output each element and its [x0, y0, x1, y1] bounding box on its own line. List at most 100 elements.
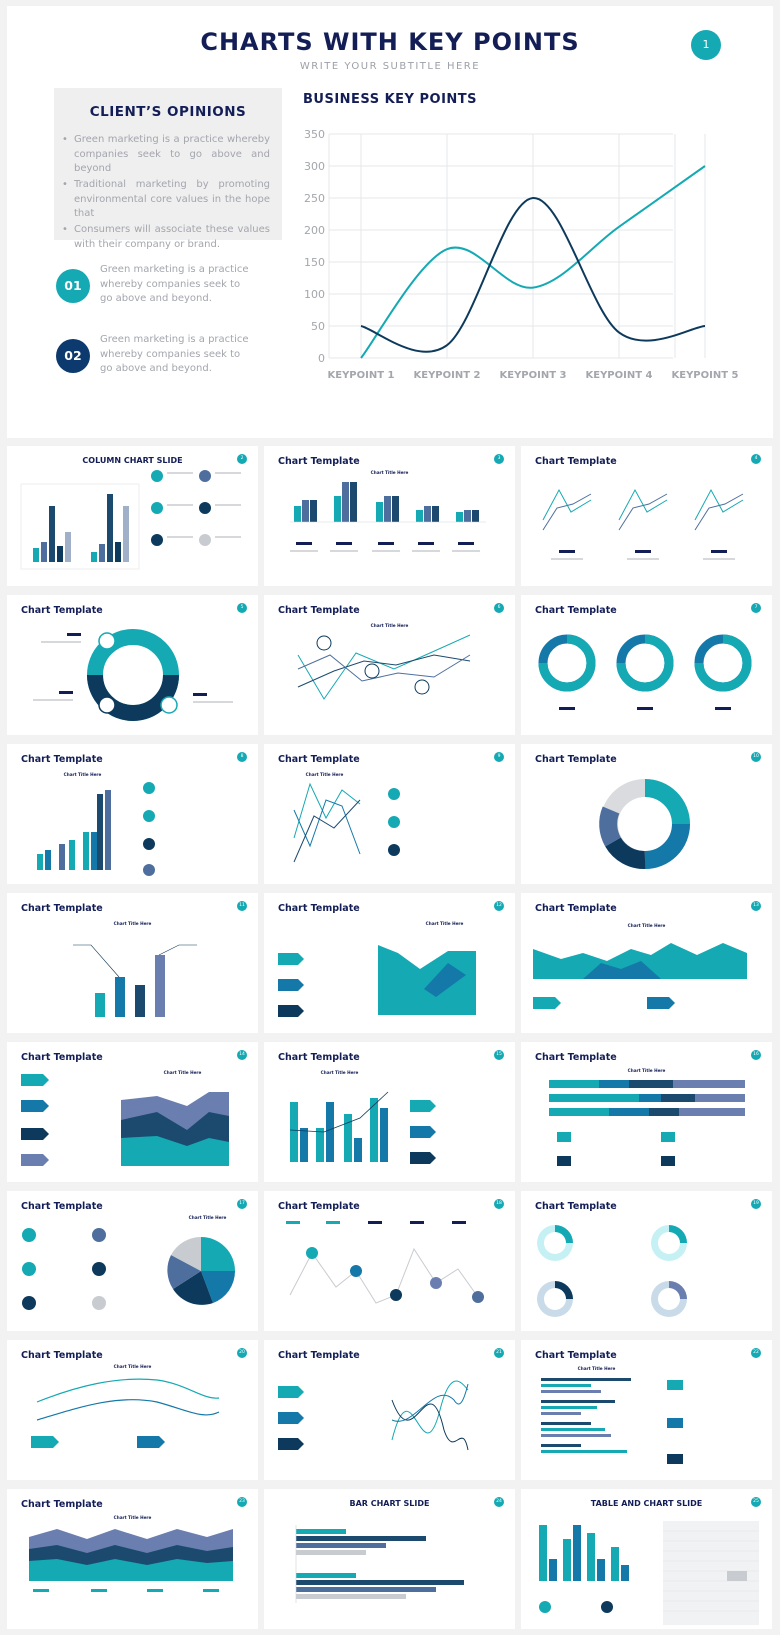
thumbnail-stacked-area[interactable]: Chart Template 14 Chart Title Here [7, 1042, 258, 1182]
x-tick-label: KEYPOINT 1 [327, 370, 394, 381]
thumbnail-badge: 10 [751, 752, 761, 762]
mini-chart-title: Chart Title Here [370, 470, 409, 475]
thumbnail-title: Chart Template [21, 1052, 103, 1063]
thumbnail-column-chart[interactable]: COLUMN CHART SLIDE 2 [7, 446, 258, 586]
mini-chart-title: Chart Title Here [188, 1215, 227, 1220]
thumbnail-bar-chart-slide[interactable]: BAR CHART SLIDE 24 [264, 1489, 515, 1629]
thumbnail-title: TABLE AND CHART SLIDE [590, 1499, 703, 1508]
thumbnail-title: Chart Template [21, 605, 103, 616]
thumbnail-badge: 17 [237, 1199, 247, 1209]
thumbnail-title: Chart Template [278, 1350, 360, 1361]
thumbnail-segmented-donut[interactable]: Chart Template 10 [521, 744, 772, 884]
mini-chart-title: Chart Title Here [425, 921, 464, 926]
thumbnail-art [286, 1221, 484, 1304]
thumbnail-art [297, 634, 471, 700]
thumbnail-art [21, 1074, 229, 1166]
thumbnail-zigzag-lines[interactable]: Chart Template 9 Chart Title Here [264, 744, 515, 884]
thumbnail-smooth-waves[interactable]: Chart Template 20 Chart Title Here [7, 1340, 258, 1480]
thumbnail-badge: 14 [237, 1050, 247, 1060]
thumbnail-title: Chart Template [535, 605, 617, 616]
x-tick-label: KEYPOINT 2 [413, 370, 480, 381]
thumbnail-title: Chart Template [535, 1201, 617, 1212]
mini-chart-title: Chart Title Here [113, 921, 152, 926]
thumbnail-crossing-curves[interactable]: Chart Template 21 [264, 1340, 515, 1480]
thumbnail-title: Chart Template [21, 1201, 103, 1212]
key-point-number: 02 [56, 339, 90, 373]
y-tick-label: 200 [304, 224, 325, 237]
thumbnail-three-donuts[interactable]: Chart Template 7 [521, 595, 772, 735]
thumbnail-art [542, 488, 744, 560]
opinion-bullet-list: Green marketing is a practice whereby co… [62, 133, 270, 254]
thumbnail-title: Chart Template [535, 1052, 617, 1063]
thumbnail-art [37, 782, 155, 876]
thumbnail-badge: 5 [237, 603, 247, 613]
thumbnail-title: Chart Template [21, 1350, 103, 1361]
mini-chart-title: Chart Title Here [63, 772, 102, 777]
thumbnail-badge: 24 [494, 1497, 504, 1507]
series-line-2 [360, 196, 706, 353]
thumbnail-triple-lines[interactable]: Chart Template 4 [521, 446, 772, 586]
thumbnail-badge: 9 [494, 752, 504, 762]
key-point-text: Green marketing is a practice whereby co… [100, 264, 249, 304]
key-point-number: 01 [56, 269, 90, 303]
thumbnail-stacked-bars[interactable]: Chart Template 16 Chart Title Here [521, 1042, 772, 1182]
thumbnail-title: Chart Template [278, 754, 360, 765]
thumbnail-badge: 23 [237, 1497, 247, 1507]
thumbnail-art [289, 1091, 436, 1164]
thumbnail-area-shapes[interactable]: Chart Template 12 Chart Title Here [264, 893, 515, 1033]
thumbnail-art [533, 943, 747, 1009]
x-tick-label: KEYPOINT 4 [585, 370, 652, 381]
thumbnail-art [33, 629, 233, 721]
thumbnail-layered-area[interactable]: Chart Template 23 Chart Title Here [7, 1489, 258, 1629]
thumbnail-title: Chart Template [278, 1052, 360, 1063]
page-number-badge: 1 [691, 30, 721, 60]
thumbnail-badge: 7 [751, 603, 761, 613]
thumbnail-icon-gauges[interactable]: Chart Template 19 [521, 1191, 772, 1331]
thumbnail-horizontal-bars[interactable]: Chart Template 22 Chart Title Here [521, 1340, 772, 1480]
thumbnail-art [295, 1525, 464, 1603]
mini-chart-title: Chart Title Here [113, 1515, 152, 1520]
thumbnail-title: Chart Template [278, 1201, 360, 1212]
business-key-points-title: BUSINESS KEY POINTS [303, 92, 478, 107]
thumbnail-table-chart[interactable]: TABLE AND CHART SLIDE 25 [521, 1489, 772, 1629]
thumbnail-title: COLUMN CHART SLIDE [82, 456, 183, 465]
thumbnail-wave-area[interactable]: Chart Template 13 Chart Title Here [521, 893, 772, 1033]
x-tick-label: KEYPOINT 5 [671, 370, 738, 381]
thumbnail-badge: 12 [494, 901, 504, 911]
thumbnail-donut-quadrants[interactable]: Chart Template 5 [7, 595, 258, 735]
y-tick-label: 0 [318, 352, 325, 365]
opinion-bullet: Green marketing is a practice whereby co… [62, 133, 270, 177]
thumbnail-title: Chart Template [535, 456, 617, 467]
opinion-bullet: Traditional marketing by promoting envir… [62, 178, 270, 222]
thumbnail-art [278, 945, 476, 1017]
mini-chart-title: Chart Title Here [320, 1070, 359, 1075]
thumbnail-art [541, 1378, 683, 1464]
thumbnail-rising-bars[interactable]: Chart Template 8 Chart Title Here [7, 744, 258, 884]
thumbnail-art [290, 482, 486, 552]
thumbnail-art [22, 1228, 236, 1310]
thumbnail-clustered-bars[interactable]: Chart Template 3 Chart Title Here [264, 446, 515, 586]
thumbnail-badge: 25 [751, 1497, 761, 1507]
key-point-text: Green marketing is a practice whereby co… [100, 334, 249, 374]
thumbnail-art [549, 1080, 745, 1166]
thumbnail-art [539, 1521, 759, 1625]
thumbnail-badge: 8 [237, 752, 247, 762]
thumbnail-badge: 15 [494, 1050, 504, 1060]
mini-chart-title: Chart Title Here [627, 923, 666, 928]
thumbnail-badge: 22 [751, 1348, 761, 1358]
thumbnail-callout-bars[interactable]: Chart Template 11 Chart Title Here [7, 893, 258, 1033]
page-title: CHARTS WITH KEY POINTS [200, 28, 580, 56]
thumbnail-badge: 3 [494, 454, 504, 464]
thumbnail-line-markers[interactable]: Chart Template 6 Chart Title Here [264, 595, 515, 735]
mini-chart-title: Chart Title Here [627, 1068, 666, 1073]
y-tick-label: 50 [311, 320, 325, 333]
y-tick-label: 250 [304, 192, 325, 205]
thumbnail-bar-line-combo[interactable]: Chart Template 15 Chart Title Here [264, 1042, 515, 1182]
thumbnail-badge: 6 [494, 603, 504, 613]
business-line-chart: 0 50 100 150 200 250 300 350 KEYPOINT 1 KEYPOINT … [304, 128, 739, 381]
key-point-1: 01 Green marketing is a practice whereby… [56, 263, 296, 313]
thumbnail-pie-chart[interactable]: Chart Template 17 Chart Title Here [7, 1191, 258, 1331]
thumbnail-timeline-line[interactable]: Chart Template 18 [264, 1191, 515, 1331]
hero-slide: CHARTS WITH KEY POINTS WRITE YOUR SUBTIT… [7, 6, 773, 438]
thumbnail-badge: 13 [751, 901, 761, 911]
